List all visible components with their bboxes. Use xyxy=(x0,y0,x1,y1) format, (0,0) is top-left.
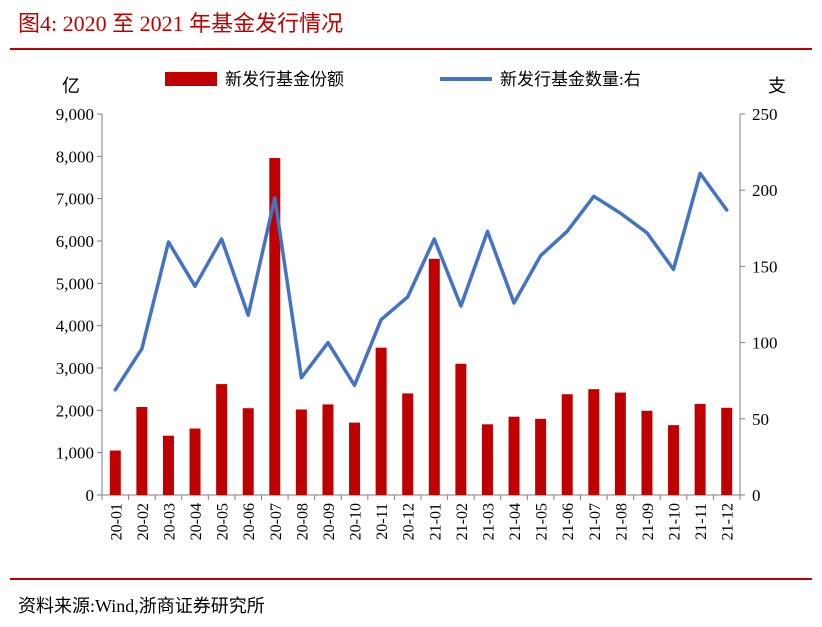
bar xyxy=(481,424,493,495)
bar xyxy=(189,428,201,495)
bar-series xyxy=(109,158,733,495)
x-axis-tick-label: 21-01 xyxy=(427,503,444,540)
bar xyxy=(295,409,307,495)
x-axis-tick-label: 21-12 xyxy=(720,503,737,540)
x-axis-tick-label: 20-07 xyxy=(268,503,285,540)
left-axis-tick-label: 8,000 xyxy=(56,147,94,166)
source-note: 资料来源:Wind,浙商证券研究所 xyxy=(18,596,265,616)
bar xyxy=(242,408,254,495)
chart-axes: 0 1,000 2,000 3,000 4,000 5,000 6,000 7,000 8,00… xyxy=(56,105,778,540)
x-axis-tick-label: 20-08 xyxy=(294,503,311,540)
right-axis-tick-label: 50 xyxy=(752,410,769,429)
left-axis-tick-label: 1,000 xyxy=(56,444,94,463)
x-axis-tick-label: 20-01 xyxy=(108,503,125,540)
x-axis-tick-label: 21-07 xyxy=(587,503,604,540)
footer-divider xyxy=(10,578,812,580)
left-axis-tick-label: 3,000 xyxy=(56,359,94,378)
bar xyxy=(375,347,387,495)
x-axis-tick-label: 21-09 xyxy=(640,503,657,540)
x-axis-tick-label: 21-05 xyxy=(534,503,551,540)
left-axis-unit: 亿 xyxy=(62,76,80,96)
x-axis-tick-label: 21-10 xyxy=(667,503,684,540)
left-axis-tick-label: 0 xyxy=(86,486,95,505)
bar xyxy=(109,450,121,495)
x-axis-tick-label: 20-10 xyxy=(348,503,365,540)
bar xyxy=(162,435,174,495)
x-axis-tick-label: 21-06 xyxy=(560,503,577,540)
x-axis-tick-label: 21-03 xyxy=(480,503,497,540)
legend-label-line: 新发行基金数量:右 xyxy=(500,70,641,89)
bar xyxy=(614,392,626,495)
right-axis-tick-label: 150 xyxy=(752,257,778,276)
x-axis-tick-label: 20-02 xyxy=(135,503,152,540)
fund-issuance-chart: 0 1,000 2,000 3,000 4,000 5,000 6,000 7,000 8,00… xyxy=(56,70,786,540)
left-axis-tick-label: 9,000 xyxy=(56,105,94,124)
legend-label-bar: 新发行基金份额 xyxy=(225,70,344,89)
x-axis-tick-label: 21-04 xyxy=(507,503,524,540)
bar xyxy=(136,406,148,495)
bar xyxy=(588,389,600,495)
bar xyxy=(455,363,467,495)
x-axis-tick-label: 21-11 xyxy=(693,503,710,540)
bar xyxy=(216,384,228,495)
bar xyxy=(694,403,706,495)
x-axis-tick-label: 21-02 xyxy=(454,503,471,540)
figure-title: 图4: 2020 至 2021 年基金发行情况 xyxy=(18,11,344,36)
chart-legend: 新发行基金份额 新发行基金数量:右 xyxy=(165,70,641,89)
bar xyxy=(721,407,733,495)
bar xyxy=(535,418,547,495)
bar xyxy=(508,416,520,495)
bar xyxy=(561,394,573,495)
right-axis-unit: 支 xyxy=(768,76,786,96)
x-axis-tick-label: 20-04 xyxy=(188,503,205,540)
bar xyxy=(668,425,680,495)
right-axis-tick-label: 0 xyxy=(752,486,761,505)
x-axis-tick-label: 20-06 xyxy=(241,503,258,540)
right-axis-tick-label: 200 xyxy=(752,181,778,200)
bar xyxy=(402,393,414,495)
left-axis-tick-label: 5,000 xyxy=(56,274,94,293)
x-axis-tick-label: 20-09 xyxy=(321,503,338,540)
left-axis-tick-label: 6,000 xyxy=(56,232,94,251)
x-axis-tick-label: 20-03 xyxy=(161,503,178,540)
left-axis-tick-label: 2,000 xyxy=(56,401,94,420)
bar xyxy=(349,422,361,495)
x-axis-tick-label: 20-11 xyxy=(374,503,391,540)
line-series-path xyxy=(113,171,729,392)
x-axis-tick-label: 21-08 xyxy=(613,503,630,540)
right-axis-tick-label: 100 xyxy=(752,334,778,353)
bar xyxy=(428,258,440,495)
bar xyxy=(269,158,281,495)
bar xyxy=(641,410,653,495)
legend-swatch-bar xyxy=(165,72,217,86)
line-series xyxy=(113,171,729,392)
x-axis-tick-label: 20-12 xyxy=(401,503,418,540)
bar xyxy=(322,404,334,495)
right-axis-tick-label: 250 xyxy=(752,105,778,124)
left-axis-tick-label: 4,000 xyxy=(56,317,94,336)
left-axis-tick-label: 7,000 xyxy=(56,190,94,209)
title-divider xyxy=(10,48,812,50)
x-axis-tick-label: 20-05 xyxy=(215,503,232,540)
